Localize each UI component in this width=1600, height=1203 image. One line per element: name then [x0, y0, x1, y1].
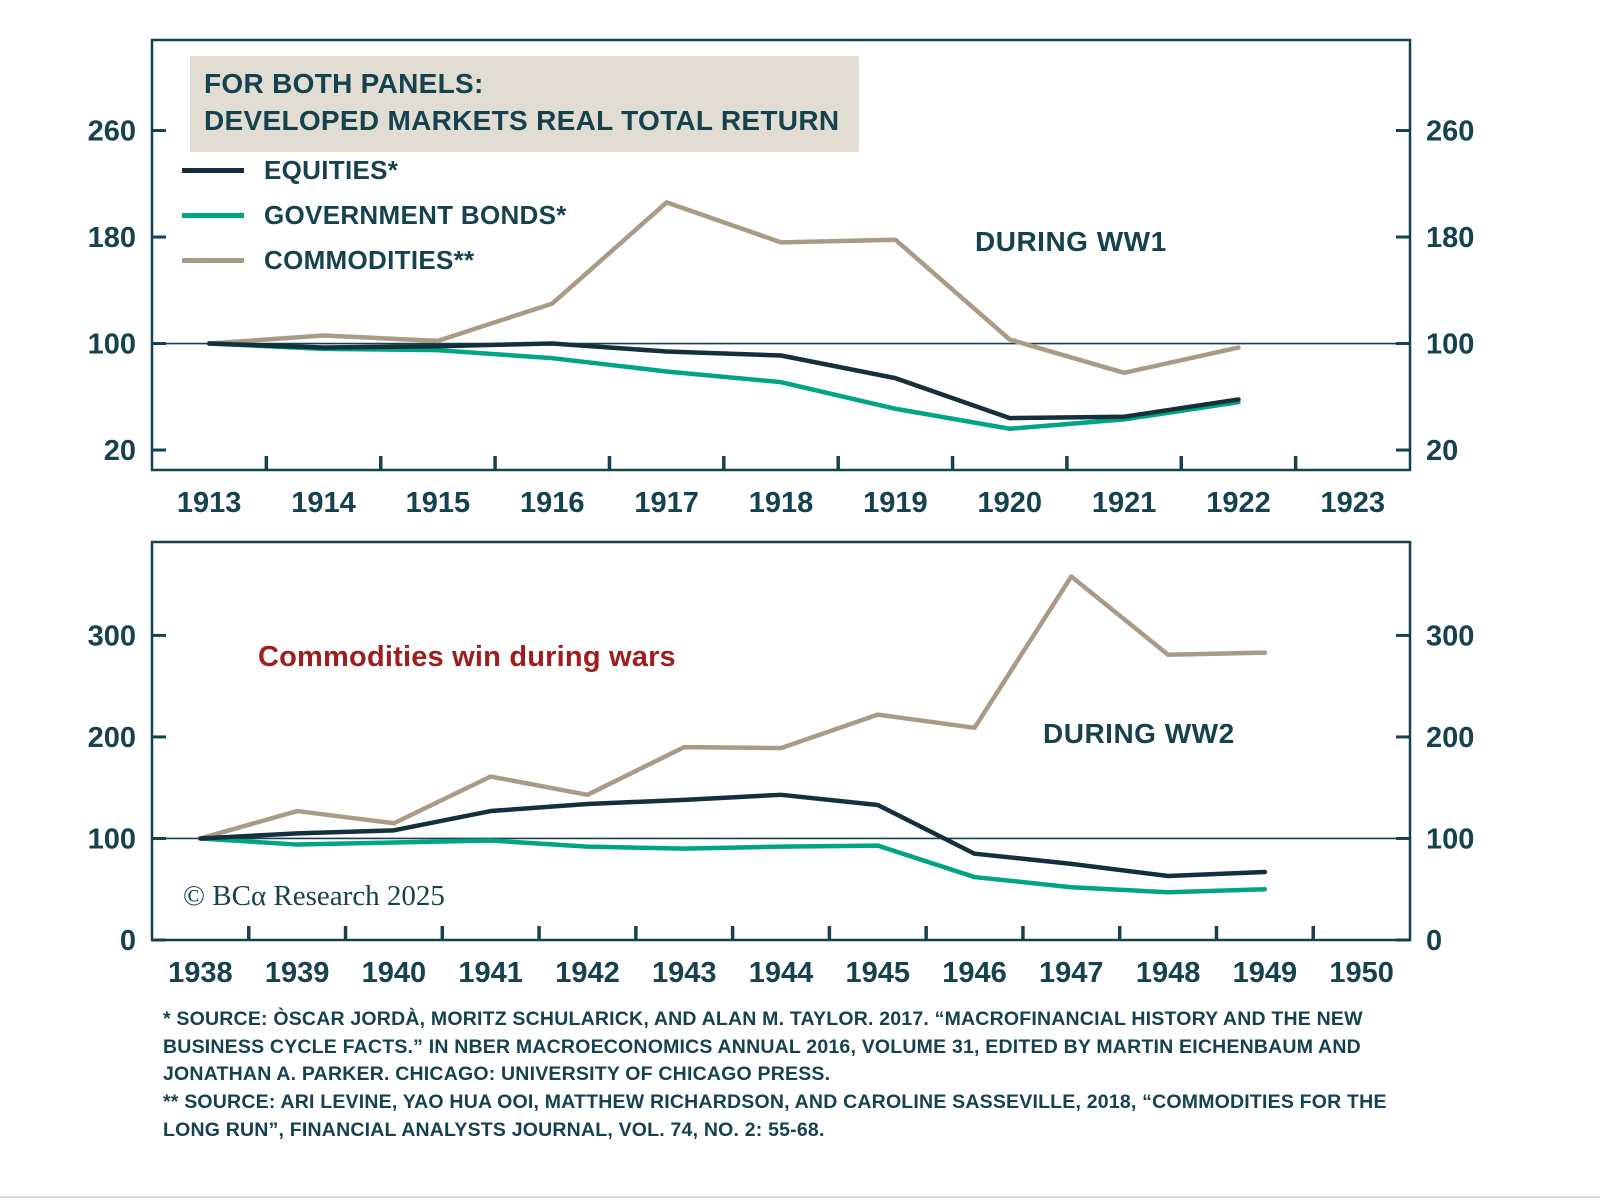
ww2-line-chart: 0 0 100 100 200 200 300 300 1938 1939 1940 1941 1942… [88, 540, 1474, 989]
svg-text:1945: 1945 [846, 957, 911, 989]
svg-text:1939: 1939 [265, 957, 330, 989]
ww1-period-label: DURING WW1 [975, 226, 1167, 257]
svg-text:100: 100 [1426, 823, 1474, 855]
svg-text:20: 20 [104, 435, 136, 467]
svg-text:1938: 1938 [168, 957, 233, 989]
legend-item-label: EQUITIES* [264, 155, 399, 185]
svg-text:1922: 1922 [1206, 487, 1271, 519]
svg-text:1919: 1919 [863, 487, 928, 519]
svg-text:100: 100 [1426, 329, 1474, 361]
svg-text:200: 200 [1426, 722, 1474, 754]
commodities-line-swatch [182, 258, 244, 263]
bottom-divider [0, 1196, 1600, 1198]
svg-text:1920: 1920 [977, 487, 1042, 519]
legend-item-label: GOVERNMENT BONDS* [264, 200, 567, 230]
footnote-source-1: * SOURCE: ÒSCAR JORDÀ, MORITZ SCHULARICK… [163, 1008, 1363, 1086]
legend-title-line2: DEVELOPED MARKETS REAL TOTAL RETURN [204, 104, 840, 136]
svg-text:1915: 1915 [406, 487, 471, 519]
svg-text:1921: 1921 [1092, 487, 1157, 519]
svg-text:1941: 1941 [458, 957, 523, 989]
legend-items: EQUITIES* GOVERNMENT BONDS* COMMODITIES*… [182, 148, 567, 283]
svg-text:1944: 1944 [749, 957, 814, 989]
legend: FOR BOTH PANELS: DEVELOPED MARKETS REAL … [182, 56, 860, 275]
equities-line-swatch [182, 168, 244, 173]
footnote-source-2: ** SOURCE: ARI LEVINE, YAO HUA OOI, MATT… [163, 1091, 1387, 1141]
svg-text:0: 0 [1426, 925, 1442, 957]
svg-text:260: 260 [1426, 116, 1474, 148]
legend-item-equities: EQUITIES* [182, 148, 567, 193]
svg-text:1948: 1948 [1136, 957, 1201, 989]
svg-text:300: 300 [1426, 620, 1474, 652]
svg-text:1913: 1913 [177, 487, 242, 519]
government-bonds-line-swatch [182, 213, 244, 218]
svg-text:100: 100 [88, 823, 136, 855]
legend-item-commodities: COMMODITIES** [182, 238, 567, 283]
copyright-notice: © BCα Research 2025 [183, 880, 445, 912]
ww2-period-label: DURING WW2 [1043, 718, 1235, 749]
svg-text:1943: 1943 [652, 957, 717, 989]
svg-text:1918: 1918 [749, 487, 814, 519]
svg-text:20: 20 [1426, 435, 1458, 467]
legend-title-line1: FOR BOTH PANELS: [204, 68, 484, 99]
svg-text:1923: 1923 [1321, 487, 1386, 519]
svg-text:1916: 1916 [520, 487, 585, 519]
svg-text:1914: 1914 [291, 487, 356, 519]
svg-text:200: 200 [88, 722, 136, 754]
svg-text:1949: 1949 [1233, 957, 1298, 989]
headline-annotation: Commodities win during wars [258, 641, 676, 673]
legend-title: FOR BOTH PANELS: DEVELOPED MARKETS REAL … [190, 56, 860, 152]
svg-text:100: 100 [88, 329, 136, 361]
svg-text:1942: 1942 [555, 957, 620, 989]
svg-text:0: 0 [120, 925, 136, 957]
svg-text:180: 180 [88, 222, 136, 254]
ww1-line-chart: 20 20 100 100 180 180 260 260 1913 1914 1915 1916 19… [88, 38, 1474, 519]
source-footnotes: * SOURCE: ÒSCAR JORDÀ, MORITZ SCHULARICK… [163, 1006, 1413, 1144]
svg-text:1950: 1950 [1329, 957, 1394, 989]
svg-text:300: 300 [88, 620, 136, 652]
svg-text:1946: 1946 [942, 957, 1007, 989]
legend-item-government-bonds: GOVERNMENT BONDS* [182, 193, 567, 238]
svg-text:1917: 1917 [634, 487, 699, 519]
svg-text:1947: 1947 [1039, 957, 1104, 989]
svg-text:180: 180 [1426, 222, 1474, 254]
legend-item-label: COMMODITIES** [264, 245, 475, 275]
svg-text:260: 260 [88, 116, 136, 148]
svg-text:1940: 1940 [362, 957, 427, 989]
